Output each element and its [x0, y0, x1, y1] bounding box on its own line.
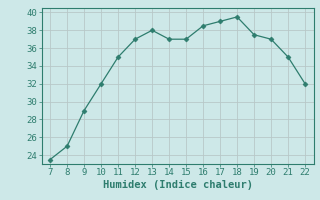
X-axis label: Humidex (Indice chaleur): Humidex (Indice chaleur)	[103, 180, 252, 190]
